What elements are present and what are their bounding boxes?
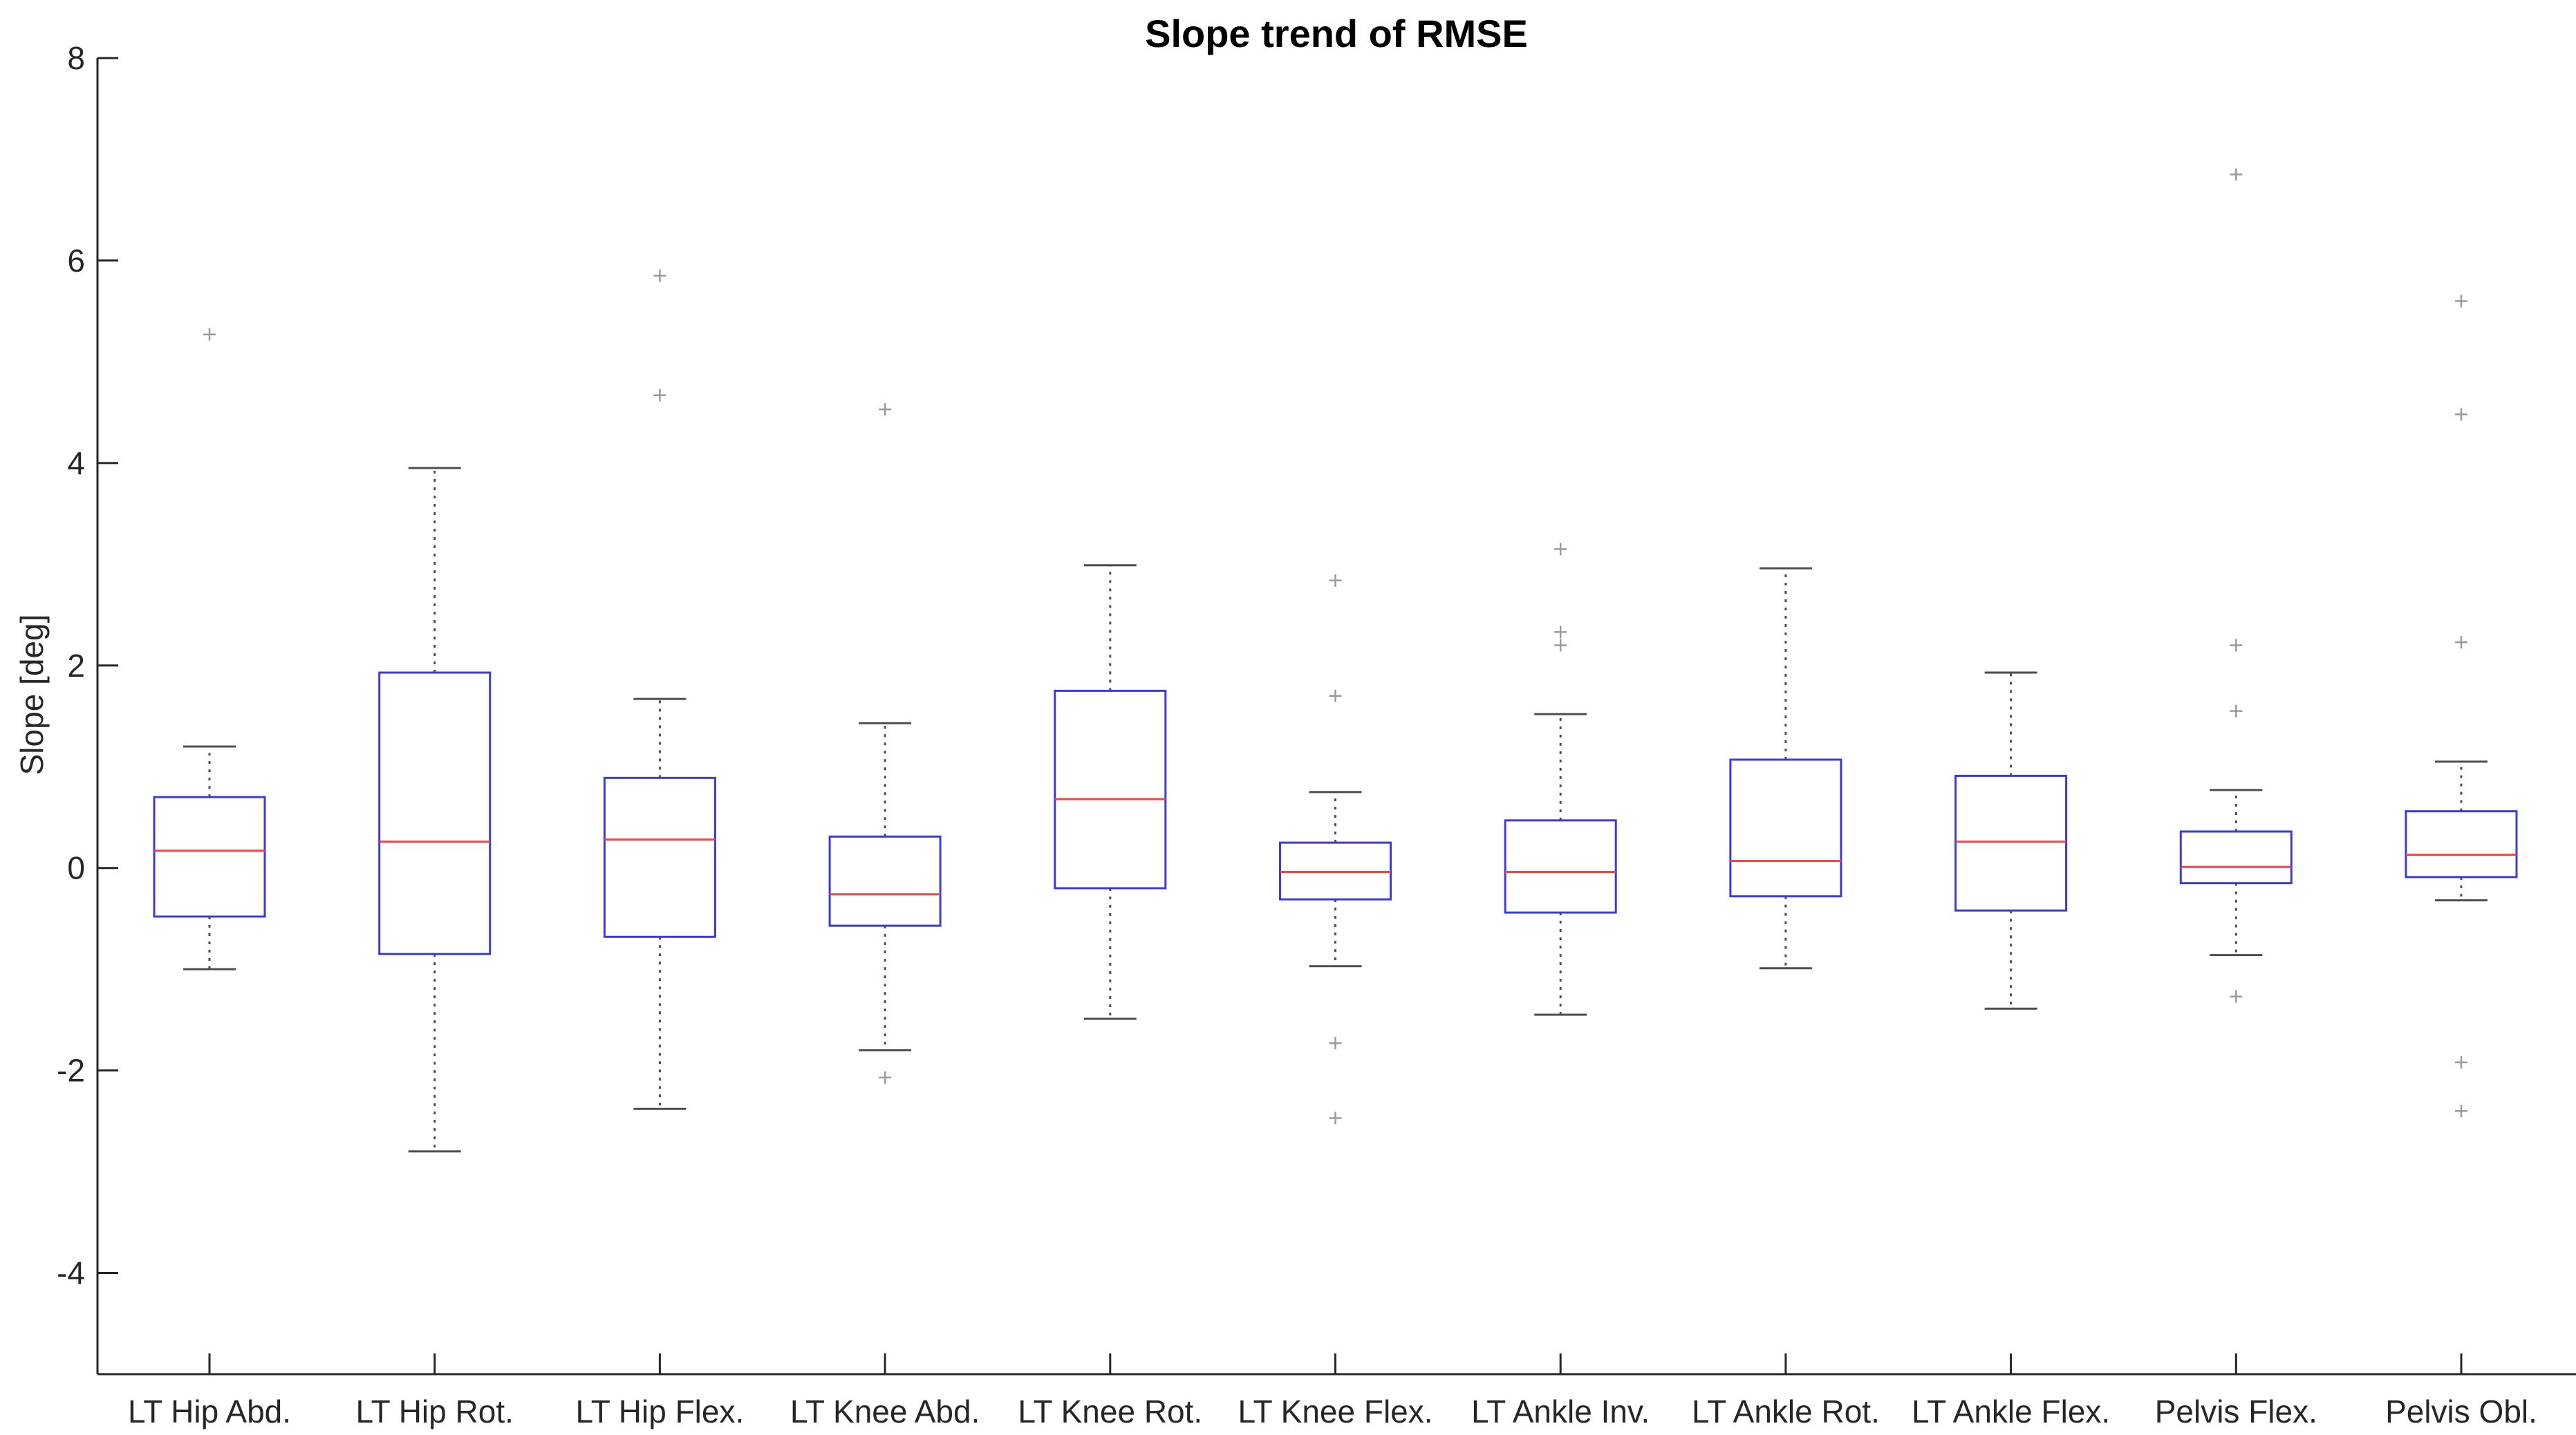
x-tick-label: LT Ankle Flex. [1912,1394,2110,1429]
box-group [1504,543,1617,1016]
x-tick-label: LT Hip Abd. [128,1394,291,1429]
y-tick-label: 2 [67,648,85,684]
outlier-marker [2455,1105,2467,1118]
x-tick-label: Pelvis Flex. [2155,1394,2317,1429]
box-group [2179,168,2293,1003]
y-tick-label: -2 [57,1053,85,1089]
y-tick-label: -4 [57,1255,85,1291]
x-tick-label: LT Ankle Rot. [1692,1394,1880,1429]
box-group [1729,567,1842,970]
iqr-box [2405,810,2518,879]
outlier-marker [1329,574,1342,587]
y-tick-label: 8 [67,40,85,76]
outlier-marker [1329,689,1342,702]
iqr-box [828,835,942,927]
outlier-marker [2455,636,2467,649]
iqr-box [603,776,716,938]
box-group [1279,574,1392,1125]
outlier-marker [203,328,216,341]
iqr-box [153,796,266,918]
outlier-marker [1554,639,1567,652]
x-tick-label: Pelvis Obl. [2385,1394,2537,1429]
outlier-marker [2230,990,2243,1003]
outlier-marker [2455,294,2467,308]
box-group [378,467,492,1153]
boxes [153,168,2518,1153]
x-tick-label: LT Knee Abd. [790,1394,980,1429]
box-group [1054,564,1167,1020]
outlier-marker [2230,704,2243,718]
x-tick-label: LT Hip Flex. [576,1394,745,1429]
box-group [603,269,716,1110]
outlier-marker [1554,626,1567,639]
iqr-box [2179,830,2293,885]
iqr-box [1954,774,2068,912]
outlier-marker [653,388,666,402]
axes: -4 -2 0 2 4 6 8 LT Hip Abd. LT Hip Rot. LT Hip Fl… [57,40,2576,1429]
y-tick-label: 6 [67,243,85,279]
chart-title: Slope trend of RMSE [1145,12,1528,55]
outlier-marker [879,1071,892,1084]
x-tick-label: LT Knee Flex. [1238,1394,1432,1429]
y-tick-label: 0 [67,850,85,886]
outlier-marker [879,403,892,416]
x-tick-label: LT Ankle Inv. [1471,1394,1650,1429]
y-axis-label: Slope [deg] [14,615,50,776]
x-tick-label: LT Hip Rot. [356,1394,514,1429]
box-group [1954,671,2068,1010]
outlier-marker [1554,543,1567,556]
iqr-box [1504,819,1617,914]
x-tick-label: LT Knee Rot. [1018,1394,1202,1429]
iqr-box [1729,758,1842,898]
outlier-marker [653,269,666,282]
outlier-marker [1329,1112,1342,1125]
box-group [153,328,266,970]
outlier-marker [2230,168,2243,181]
iqr-box [378,671,492,955]
box-group [2405,294,2518,1118]
outlier-marker [2455,408,2467,421]
outlier-marker [2230,639,2243,652]
iqr-box [1054,689,1167,890]
outlier-marker [2455,1056,2467,1069]
box-group [828,403,942,1084]
y-tick-label: 4 [67,445,85,481]
outlier-marker [1329,1037,1342,1050]
